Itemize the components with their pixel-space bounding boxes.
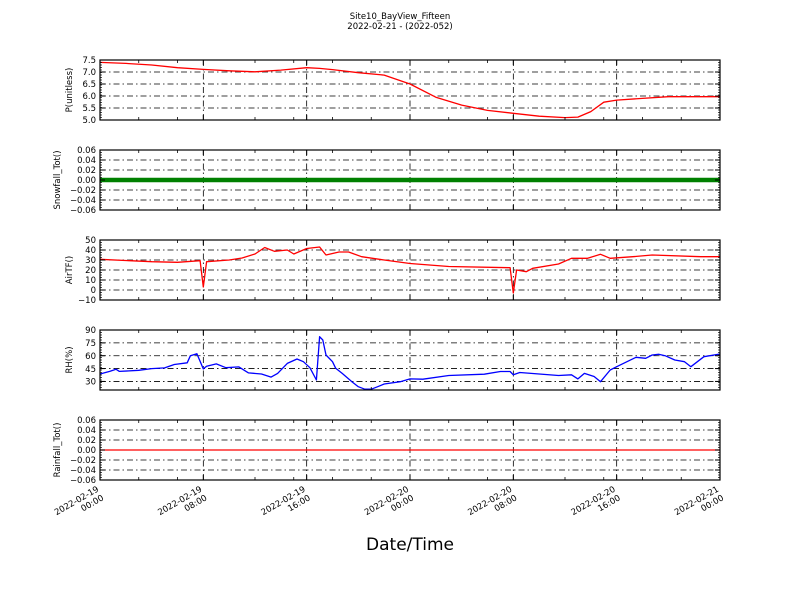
series-line (99, 61, 720, 119)
panels: 5.05.56.06.57.07.5P(unitless)−0.06−0.04−… (53, 56, 721, 486)
series-line (99, 246, 720, 294)
y-tick-label: 6.0 (82, 92, 96, 102)
y-tick-label: −0.06 (70, 206, 96, 216)
y-tick-label: 0.02 (77, 166, 96, 176)
y-axis-label: Rainfall_Tot() (53, 423, 63, 478)
y-tick-label: 0.06 (77, 146, 96, 156)
y-tick-label: 40 (85, 246, 96, 256)
chart-title: Site10_BayView_Fifteen (350, 12, 451, 22)
y-tick-label: 0.00 (77, 446, 96, 456)
y-axis-label: AirTF() (65, 256, 75, 284)
y-tick-label: −0.04 (70, 196, 96, 206)
y-tick-label: 20 (85, 266, 96, 276)
panel-rainfall-tot: −0.06−0.04−0.020.000.020.040.06 Rainfall_… (53, 416, 721, 486)
y-tick-label: −10 (78, 296, 96, 306)
y-tick-label: 0.00 (77, 176, 96, 186)
y-tick-label: 30 (85, 256, 96, 266)
y-tick-label: 6.5 (82, 80, 96, 90)
y-tick-label: 0 (91, 286, 96, 296)
y-tick-label: −0.04 (70, 466, 96, 476)
y-tick-label: 45 (85, 365, 96, 375)
panel-snowfall-tot: −0.06−0.04−0.020.000.020.040.06 Snowfall_… (53, 146, 721, 216)
y-tick-label: 7.5 (82, 56, 96, 66)
y-tick-label: −0.06 (70, 476, 96, 486)
y-tick-label: 60 (85, 352, 96, 362)
y-tick-label: 10 (85, 276, 96, 286)
y-tick-label: 50 (85, 236, 96, 246)
x-axis-label: Date/Time (366, 535, 454, 555)
y-tick-label: 7.0 (82, 68, 96, 78)
series-line (99, 336, 721, 390)
y-tick-label: −0.02 (70, 456, 96, 466)
y-tick-label: 0.02 (77, 436, 96, 446)
y-tick-label: −0.02 (70, 186, 96, 196)
y-tick-label: 75 (85, 339, 96, 349)
y-axis-label: P(unitless) (65, 68, 75, 113)
y-tick-label: 30 (85, 378, 96, 388)
y-tick-label: 0.04 (77, 156, 96, 166)
y-tick-label: 90 (85, 326, 96, 336)
y-tick-label: 5.0 (82, 116, 96, 126)
panel-rh: 30 45 60 75 90 RH(%) (65, 326, 721, 391)
y-axis-label: Snowfall_Tot() (53, 150, 63, 209)
y-axis-label: RH(%) (65, 346, 75, 373)
panel-p-unitless: 5.0 5.5 6.0 6.5 7.0 7.5 P(unitless) (65, 56, 721, 126)
y-tick-label: 0.04 (77, 426, 96, 436)
chart-subtitle: 2022-02-21 - (2022-052) (347, 22, 452, 32)
y-tick-label: 0.06 (77, 416, 96, 426)
y-tick-label: 5.5 (82, 104, 96, 114)
